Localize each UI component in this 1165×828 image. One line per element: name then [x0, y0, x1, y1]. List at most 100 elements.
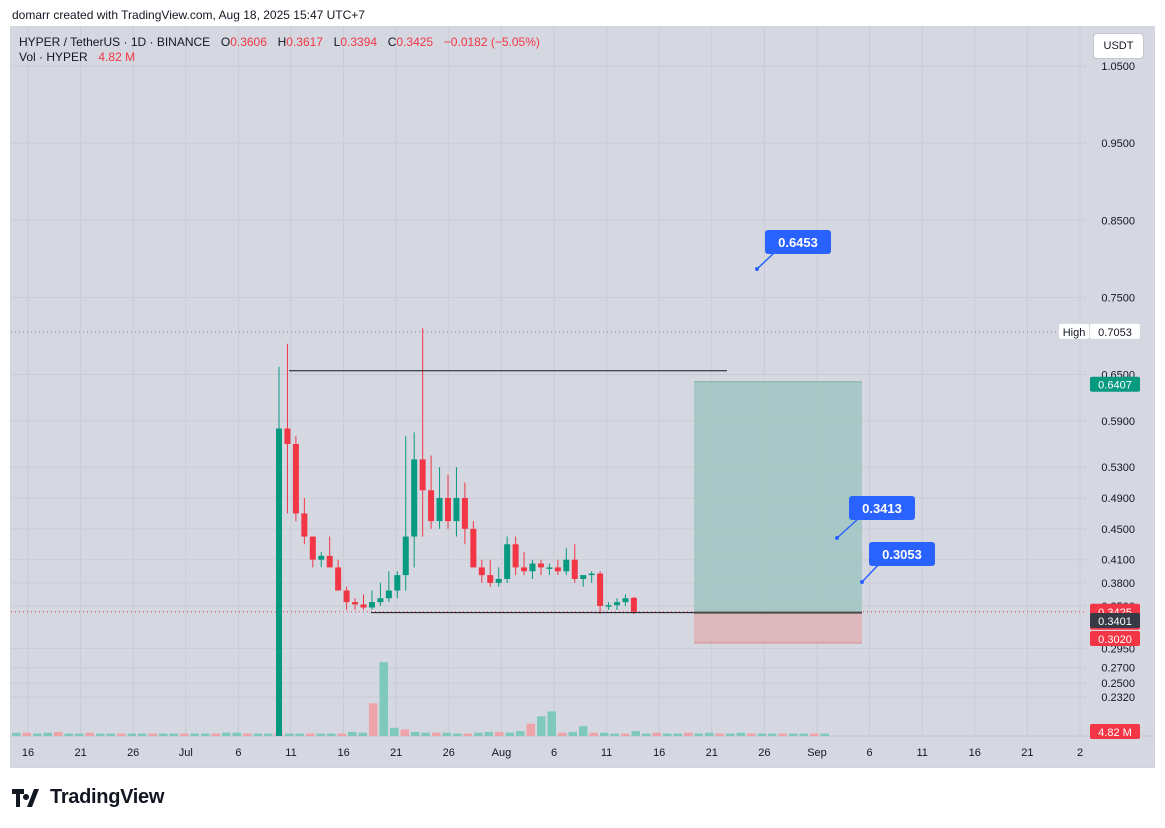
price-chart[interactable]: 1.05000.95000.85000.75000.65000.59000.53…: [11, 27, 1155, 768]
volume-bar: [453, 733, 462, 736]
price-tick-label: 0.2700: [1101, 663, 1135, 675]
candle-body: [335, 567, 342, 591]
volume-bar: [579, 726, 588, 736]
callout-dot: [860, 580, 864, 584]
volume-bar: [484, 731, 493, 736]
volume-bar: [600, 732, 609, 736]
close-value: 0.3425: [396, 35, 434, 49]
close-label: C: [387, 35, 397, 49]
volume-bar: [558, 732, 567, 736]
volume-bar: [547, 711, 556, 736]
volume-bar: [589, 732, 598, 736]
time-tick-label: 26: [443, 747, 455, 759]
price-tick-label: 0.2500: [1101, 678, 1135, 690]
volume-bar: [327, 733, 336, 736]
candle-body: [326, 555, 333, 568]
volume-bar: [264, 733, 273, 736]
low-label: L: [333, 35, 341, 49]
candle-body: [478, 567, 485, 576]
candle-body: [436, 497, 443, 522]
volume-bar: [64, 733, 73, 736]
price-tick-label: 0.5900: [1101, 416, 1135, 428]
candle-body: [580, 575, 587, 579]
volume-bar: [673, 733, 682, 736]
price-axis-label-bg: [1090, 724, 1140, 739]
volume-bar: [43, 732, 52, 736]
volume-bar: [442, 732, 451, 736]
symbol-title[interactable]: HYPER / TetherUS · 1D · BINANCE: [19, 35, 211, 49]
volume-bar: [736, 732, 745, 736]
volume-bar: [810, 733, 819, 736]
volume-bar: [148, 733, 157, 736]
volume-bar: [12, 732, 21, 736]
volume-bar: [799, 733, 808, 736]
volume-bar: [463, 733, 472, 736]
candle-body: [521, 567, 528, 572]
candle-body: [352, 602, 359, 605]
volume-bar: [295, 733, 304, 736]
volume-bar: [253, 733, 262, 736]
volume-bar: [516, 731, 525, 736]
volume-bar: [222, 732, 231, 736]
tradingview-logo-icon: [12, 788, 39, 807]
candle-body: [487, 575, 494, 583]
volume-bar: [96, 733, 105, 736]
volume-bar: [820, 733, 829, 736]
price-axis-label: 0.3020: [1098, 634, 1132, 646]
price-axis-label-bg: [1090, 376, 1140, 392]
candle-body: [630, 597, 637, 612]
candle-body: [453, 497, 460, 522]
volume-bar: [421, 732, 430, 736]
time-tick-label: 21: [706, 747, 718, 759]
volume-label[interactable]: Vol · HYPER: [19, 50, 88, 64]
time-tick-label: 2: [1077, 747, 1083, 759]
volume-bar: [390, 727, 399, 736]
candle-body: [428, 490, 435, 522]
volume-bar: [537, 716, 546, 736]
candle-body: [360, 604, 367, 608]
candle-body: [529, 563, 536, 572]
candle-body: [546, 567, 553, 569]
candle-body: [402, 536, 409, 576]
price-tick-label: 0.4500: [1101, 524, 1135, 536]
time-tick-label: 16: [22, 747, 34, 759]
tradingview-logo[interactable]: TradingView: [12, 786, 164, 809]
volume-bar: [631, 731, 640, 736]
volume-bar: [117, 733, 126, 736]
candle-body: [537, 563, 544, 568]
time-tick-label: Aug: [492, 747, 512, 759]
time-tick-label: 16: [653, 747, 665, 759]
price-axis-label: 4.82 M: [1098, 727, 1132, 739]
price-tick-label: 1.0500: [1101, 61, 1135, 73]
volume-bar: [726, 733, 735, 736]
time-tick-label: Sep: [807, 747, 827, 759]
volume-bar: [211, 733, 220, 736]
volume-bar: [694, 733, 703, 736]
volume-bar: [474, 732, 483, 736]
volume-bar: [201, 733, 210, 736]
candle-body: [394, 575, 401, 591]
candle-body: [571, 559, 578, 579]
time-tick-label: 16: [969, 747, 981, 759]
callout-box: [869, 542, 935, 566]
time-tick-label: 11: [916, 747, 927, 759]
candle-body: [445, 497, 451, 522]
volume-bar: [232, 732, 241, 736]
callout-box: [849, 496, 915, 520]
time-tick-label: 6: [867, 747, 873, 759]
volume-bar: [621, 733, 630, 736]
volume-bar: [75, 733, 84, 736]
volume-bar: [190, 733, 199, 736]
high-tag-bg: [1059, 323, 1089, 339]
currency-button[interactable]: USDT: [1093, 33, 1144, 59]
volume-bar: [138, 733, 147, 736]
time-tick-label: 21: [390, 747, 402, 759]
volume-bar: [22, 732, 31, 736]
candle-body: [292, 443, 299, 514]
price-tick-label: 0.5300: [1101, 462, 1135, 474]
volume-bar: [159, 733, 168, 736]
time-tick-label: 21: [74, 747, 86, 759]
chart-pane[interactable]: 1.0500 0.9500 0.8500 0.7500 0.6500 0.5900 0.53…: [10, 26, 1155, 768]
candle-body: [411, 459, 418, 537]
volume-bar: [127, 733, 136, 736]
